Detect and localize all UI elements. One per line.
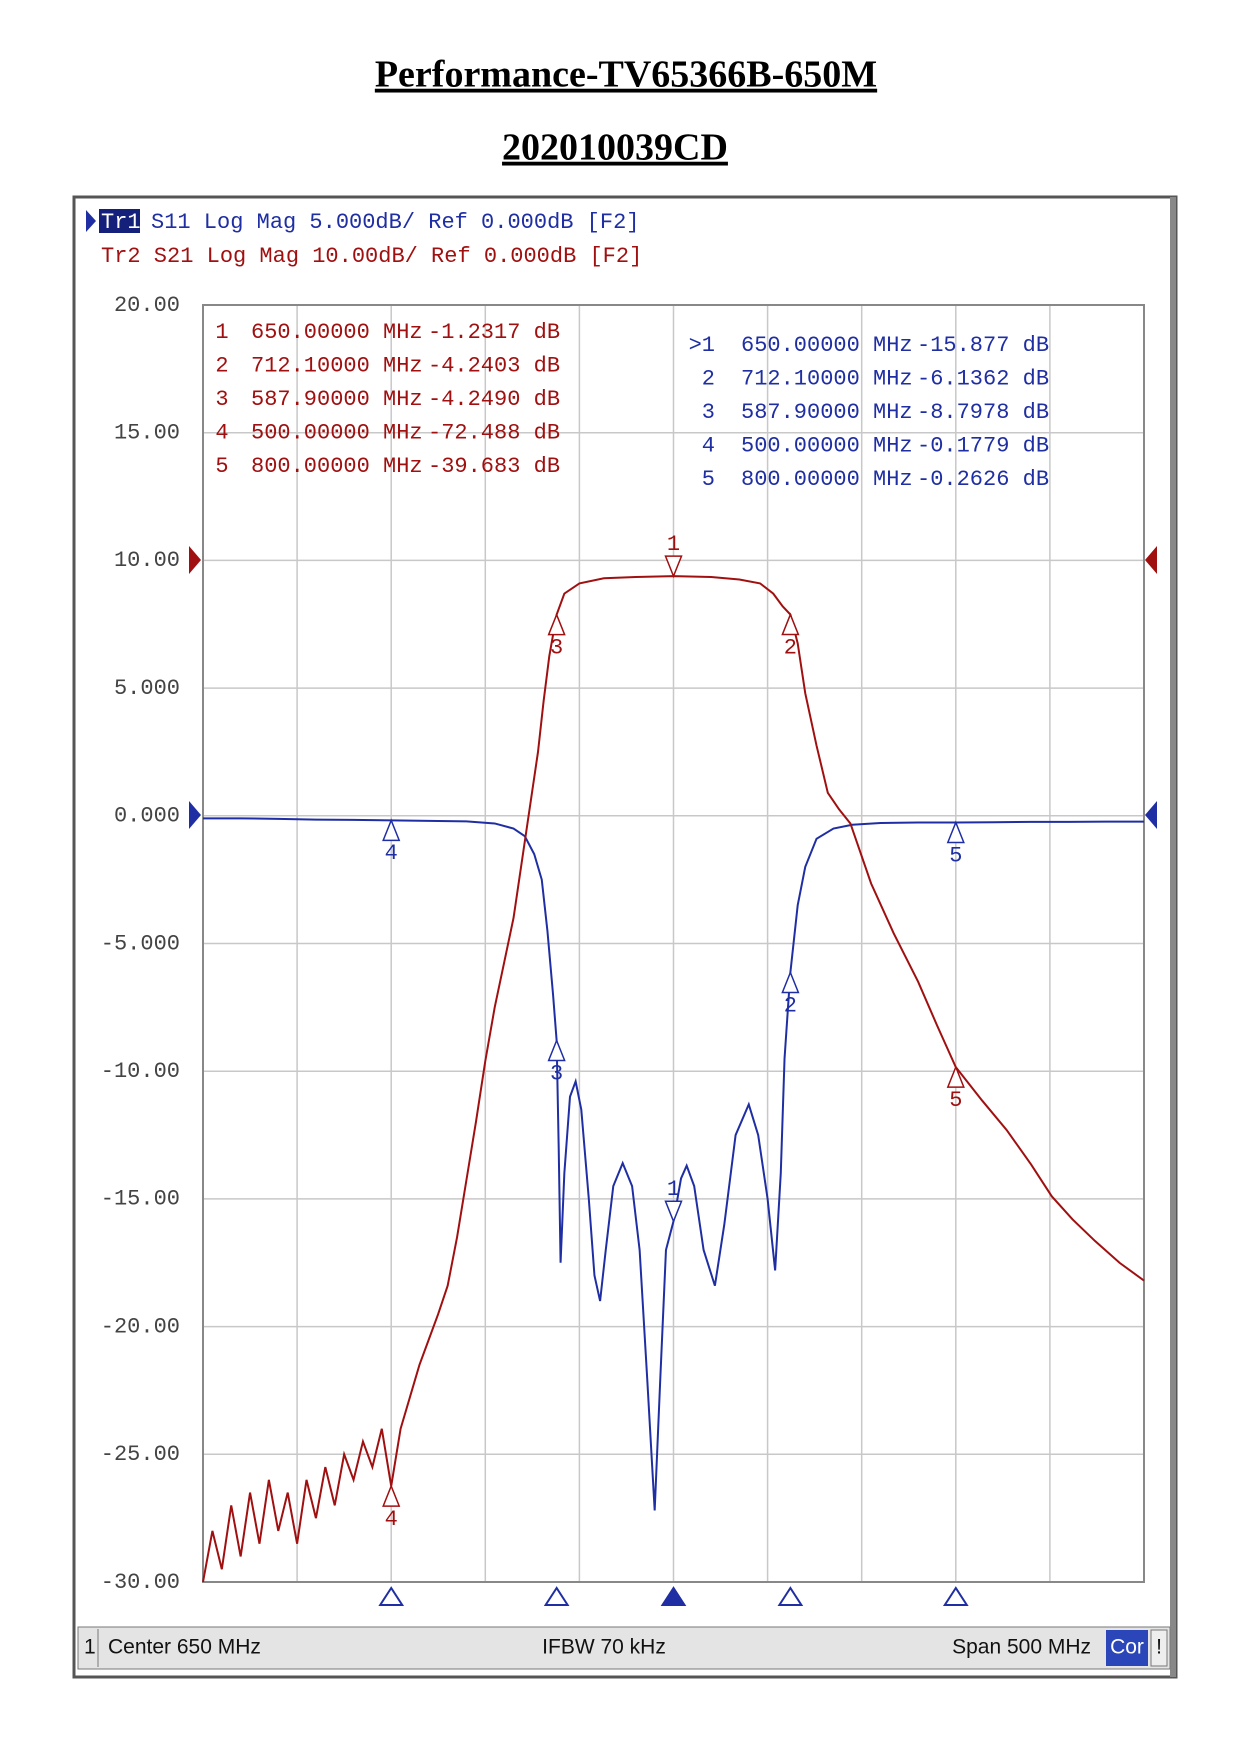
tr1-label: Tr1 [101, 210, 141, 235]
stimulus-marker [378, 1586, 405, 1606]
cor-text: Cor [1110, 1636, 1144, 1659]
trace-marker-label: 1 [667, 1177, 680, 1202]
trace-marker [946, 1065, 965, 1088]
y-tick-label: -10.00 [101, 1059, 180, 1084]
page-title: Performance-TV65366B-650M [375, 54, 877, 96]
ifbw: IFBW 70 kHz [542, 1636, 666, 1659]
status-box [1150, 1629, 1168, 1667]
marker-list-id: 4 [702, 433, 715, 458]
trace-marker-label: 1 [667, 532, 680, 557]
trace-marker [547, 1038, 566, 1062]
trace-marker [946, 820, 965, 844]
trace-marker-label: 3 [550, 1061, 563, 1086]
marker-list-frequency: 800.00000 MHz [251, 454, 423, 479]
active-trace-pointer [86, 210, 96, 232]
y-tick-label: -25.00 [101, 1442, 180, 1467]
marker-list-frequency: 712.10000 MHz [251, 353, 423, 378]
marker-list-id: 5 [702, 467, 715, 492]
y-tick-label: -20.00 [101, 1314, 180, 1339]
y-tick-label: -30.00 [101, 1570, 180, 1595]
trace-marker-label: 4 [385, 841, 398, 866]
trace-marker [664, 1200, 683, 1224]
marker-list-value: -6.1362 dB [917, 366, 1049, 391]
status-bar [77, 1626, 1171, 1670]
s21-ref-marker [1145, 546, 1157, 574]
trace-marker [664, 555, 683, 579]
marker-list-frequency: 587.90000 MHz [741, 400, 913, 425]
s11-ref-marker [189, 801, 201, 829]
trace-marker [382, 818, 401, 842]
trace-marker-label: 2 [784, 993, 797, 1018]
marker-list-value: -39.683 dB [428, 454, 560, 479]
y-tick-label: 10.00 [114, 548, 180, 573]
marker-list-value: -0.2626 dB [917, 467, 1049, 492]
s21-ref-marker [189, 546, 201, 574]
trace-marker [781, 612, 800, 636]
marker-list-frequency: 587.90000 MHz [251, 387, 423, 412]
stimulus-marker [660, 1586, 687, 1606]
trace-marker [382, 1484, 401, 1507]
stimulus-marker [543, 1586, 570, 1606]
trace-marker [547, 612, 566, 636]
channel-number: 1 [84, 1636, 96, 1659]
trace-marker-label: 2 [784, 635, 797, 660]
marker-list-frequency: 650.00000 MHz [251, 320, 423, 345]
span: Span 500 MHz [952, 1636, 1091, 1659]
marker-list-id: 5 [215, 454, 228, 479]
trace-marker-label: 5 [949, 1088, 962, 1113]
marker-list-value: -15.877 dB [917, 333, 1049, 358]
trace-marker-label: 3 [550, 635, 563, 660]
y-tick-label: -15.00 [101, 1187, 180, 1212]
y-tick-label: 15.00 [114, 421, 180, 446]
cor-indicator [1106, 1630, 1148, 1666]
stimulus-marker [942, 1586, 969, 1606]
marker-list-id: 2 [702, 366, 715, 391]
marker-list-id: 4 [215, 420, 228, 445]
marker-list-frequency: 712.10000 MHz [741, 366, 913, 391]
marker-list-id: >1 [689, 333, 715, 358]
y-tick-label: 5.000 [114, 676, 180, 701]
marker-list-value: -0.1779 dB [917, 433, 1049, 458]
trace-line [203, 817, 1144, 1511]
center-frequency: Center 650 MHz [108, 1636, 261, 1659]
marker-list-value: -4.2403 dB [428, 353, 560, 378]
status-text: ! [1156, 1636, 1162, 1659]
marker-list-id: 3 [702, 400, 715, 425]
marker-list-id: 2 [215, 353, 228, 378]
plot-border [202, 304, 1145, 1583]
tr1-header: S11 Log Mag 5.000dB/ Ref 0.000dB [F2] [151, 210, 639, 235]
trace-marker-label: 4 [385, 1507, 398, 1532]
s11-ref-marker [1145, 801, 1157, 829]
marker-list-frequency: 800.00000 MHz [741, 467, 913, 492]
tr1-highlight [99, 209, 140, 233]
marker-list-value: -72.488 dB [428, 420, 560, 445]
marker-list-value: -1.2317 dB [428, 320, 560, 345]
y-tick-label: 0.000 [114, 804, 180, 829]
marker-list-value: -4.2490 dB [428, 387, 560, 412]
marker-list-value: -8.7978 dB [917, 400, 1049, 425]
trace-line [202, 575, 1145, 1583]
stimulus-marker [777, 1586, 804, 1606]
marker-list-id: 1 [215, 320, 228, 345]
marker-list-frequency: 500.00000 MHz [251, 420, 423, 445]
y-tick-label: 20.00 [114, 293, 180, 318]
marker-list-id: 3 [215, 387, 228, 412]
tr2-header: Tr2 S21 Log Mag 10.00dB/ Ref 0.000dB [F2… [101, 244, 642, 269]
trace-marker [781, 970, 800, 994]
marker-list-frequency: 650.00000 MHz [741, 333, 913, 358]
analyzer-frame [72, 195, 1178, 1679]
marker-list-frequency: 500.00000 MHz [741, 433, 913, 458]
y-tick-label: -5.000 [101, 931, 180, 956]
frame-shadow [1170, 197, 1176, 1677]
trace-marker-label: 5 [949, 843, 962, 868]
page-subtitle: 202010039CD [502, 127, 728, 169]
